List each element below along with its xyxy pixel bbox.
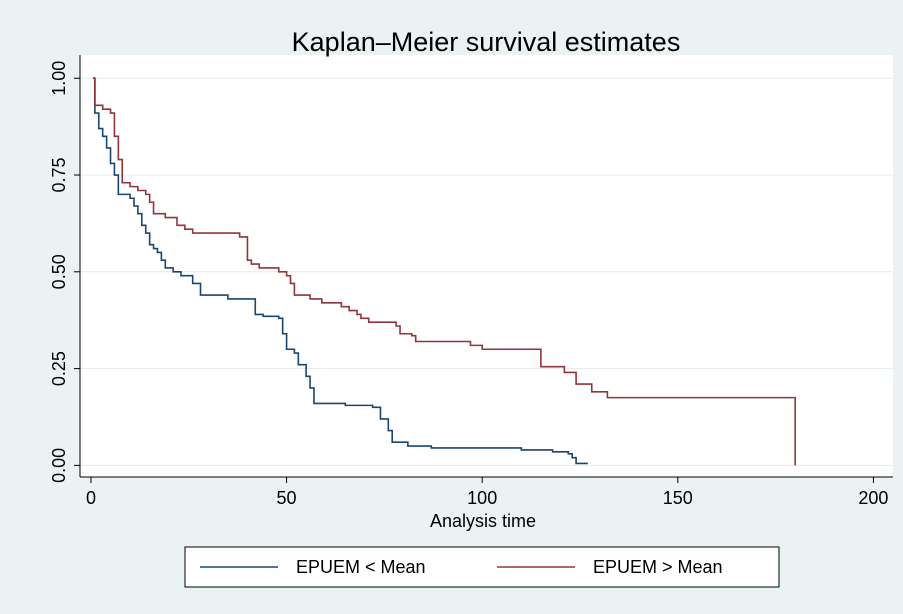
x-tick-label: 150 [663,488,693,508]
y-tick-label: 0.00 [49,448,69,483]
y-tick-label: 0.75 [49,157,69,192]
x-tick-label: 200 [858,488,888,508]
chart-title: Kaplan–Meier survival estimates [292,27,681,57]
x-tick-label: 0 [86,488,96,508]
x-tick-label: 100 [467,488,497,508]
legend-label: EPUEM < Mean [296,557,426,577]
survival-curve [92,77,588,465]
x-axis-label: Analysis time [430,511,536,531]
legend [184,546,780,588]
plot-area [80,55,893,477]
y-tick-label: 0.50 [49,254,69,289]
y-tick-label: 1.00 [49,61,69,96]
survival-curve [92,77,796,466]
x-tick-label: 50 [277,488,297,508]
y-tick-label: 0.25 [49,351,69,386]
legend-label: EPUEM > Mean [593,557,723,577]
